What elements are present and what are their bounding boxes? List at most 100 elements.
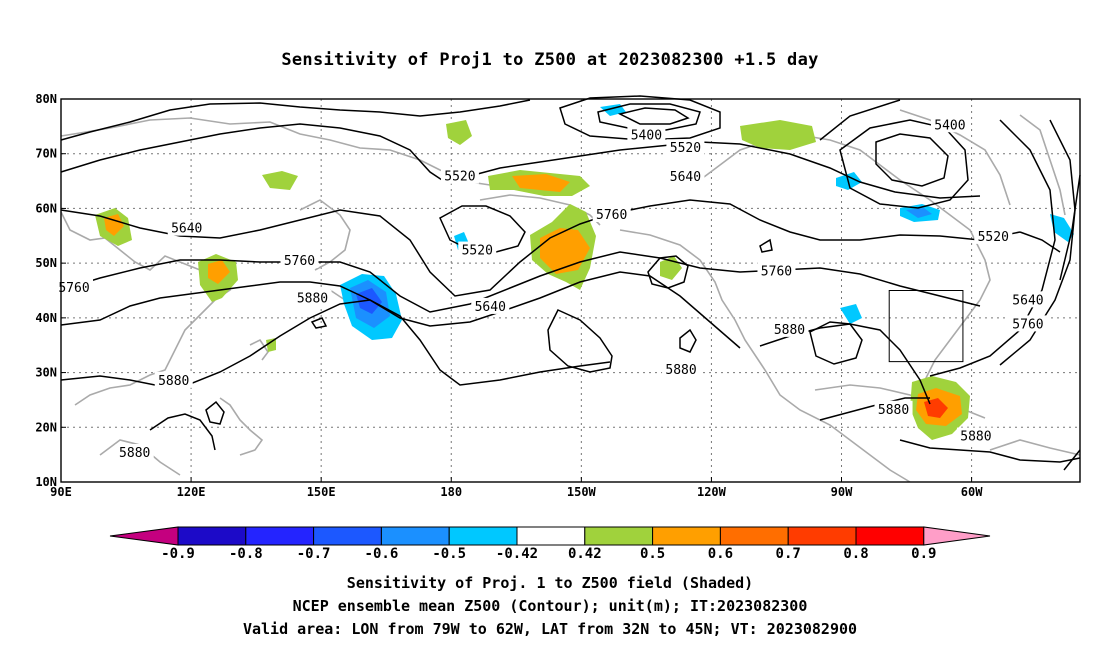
- contour-label: 5400: [934, 118, 965, 133]
- chart-title: Sensitivity of Proj1 to Z500 at 20230823…: [281, 50, 819, 70]
- colorbar-label: -0.42: [496, 546, 538, 562]
- shade-positive-mid: [208, 260, 230, 284]
- colorbar-label: 0.42: [568, 546, 602, 562]
- contour-label-bg: [280, 251, 319, 268]
- colorbar-arrow-high: [923, 526, 991, 546]
- lon-tick-label: 180: [440, 485, 462, 499]
- contour-label: 5880: [960, 430, 991, 445]
- contour-label: 5640: [475, 300, 506, 315]
- contour-label-bg: [55, 278, 94, 295]
- colorbar-cell: [787, 526, 857, 546]
- contour-label-bg: [115, 444, 154, 461]
- colorbar-arrow-low: [109, 526, 179, 546]
- caption-shading: Sensitivity of Proj. 1 to Z500 field (Sh…: [346, 574, 754, 592]
- lon-tick-label: 150E: [307, 485, 336, 499]
- contour-label: 5520: [670, 141, 701, 156]
- colorbar-label: 0.7: [776, 546, 801, 562]
- shade-positive-mid: [104, 214, 124, 236]
- contour-label-bg: [440, 167, 479, 184]
- lon-tick-label: 60W: [961, 485, 983, 499]
- colorbar-cell: [380, 526, 450, 546]
- contour-label: 5880: [665, 363, 696, 378]
- contour-label: 5880: [297, 292, 328, 307]
- lat-tick-label: 60N: [35, 201, 57, 215]
- contour-label-bg: [666, 168, 705, 185]
- contour-label-bg: [662, 360, 701, 377]
- contour-label: 5760: [284, 254, 315, 269]
- lat-tick-label: 50N: [35, 256, 57, 270]
- valid-area-box: [888, 290, 964, 363]
- contour-label: 5760: [58, 281, 89, 296]
- colorbar-cell: [855, 526, 925, 546]
- shade-positive: [266, 338, 276, 352]
- contour-label: 5520: [444, 170, 475, 185]
- contour-label-bg: [167, 219, 206, 236]
- lon-tick-label: 120E: [177, 485, 206, 499]
- shade-negative-mid: [906, 208, 932, 218]
- lat-tick-label: 10N: [35, 475, 57, 489]
- shade-positive: [262, 171, 298, 190]
- contour-label-bg: [627, 126, 666, 143]
- contour-label: 5640: [670, 170, 701, 185]
- contour-label-bg: [666, 139, 705, 156]
- colorbar-label: -0.5: [432, 546, 466, 562]
- colorbar-label: 0.9: [911, 546, 936, 562]
- contour-label: 5520: [978, 230, 1009, 245]
- colorbar-label: 0.5: [640, 546, 665, 562]
- colorbar-label: 0.6: [708, 546, 733, 562]
- colorbar-cell: [313, 526, 382, 546]
- axis-ticks: 90E 120E 150E 180 150W 120W 90W 60W 80N 70N 60N 50N…: [35, 92, 983, 499]
- colorbar-cell: [516, 526, 586, 546]
- lat-tick-label: 70N: [35, 147, 57, 161]
- colorbar-cell: [448, 526, 518, 546]
- lat-tick-label: 30N: [35, 366, 57, 380]
- colorbar-label: 0.8: [843, 546, 868, 562]
- contour-label-bg: [458, 241, 497, 258]
- caption-valid-area: Valid area: LON from 79W to 62W, LAT fro…: [242, 620, 858, 638]
- shade-positive: [446, 120, 472, 145]
- contour-label: 5760: [1012, 317, 1043, 332]
- shade-negative: [1050, 214, 1074, 242]
- contour-label-bg: [974, 227, 1013, 244]
- lat-tick-label: 40N: [35, 311, 57, 325]
- contour-label: 5880: [774, 323, 805, 338]
- contour-label: 5760: [761, 264, 792, 279]
- lon-tick-label: 120W: [697, 485, 727, 499]
- colorbar-cell: [652, 526, 721, 546]
- lon-tick-label: 90E: [50, 485, 72, 499]
- contour-label: 5640: [171, 222, 202, 237]
- contour-label-bg: [956, 427, 995, 444]
- contour-label-bg: [874, 400, 913, 417]
- shade-negative: [840, 304, 862, 324]
- contour-label: 5880: [119, 446, 150, 461]
- lat-tick-label: 20N: [35, 420, 57, 434]
- caption-contour: NCEP ensemble mean Z500 (Contour); unit(…: [292, 597, 808, 615]
- contour-label-bg: [471, 297, 510, 314]
- lat-tick-label: 80N: [35, 92, 57, 106]
- contour-label: 5520: [462, 244, 493, 259]
- shade-positive: [740, 120, 816, 150]
- lon-tick-label: 150W: [567, 485, 597, 499]
- contour-label-bg: [1008, 315, 1047, 332]
- contour-label-bg: [757, 262, 796, 279]
- contour-label: 5880: [158, 374, 189, 389]
- contour-label: 5400: [631, 129, 662, 144]
- contour-label-bg: [154, 371, 193, 388]
- colorbar-label: -0.8: [229, 546, 263, 562]
- colorbar-label: -0.6: [365, 546, 399, 562]
- colorbar-cell: [584, 526, 654, 546]
- contour-label-bg: [592, 205, 631, 222]
- colorbar-cell: [245, 526, 315, 546]
- colorbar-cell: [177, 526, 247, 546]
- colorbar-label: -0.7: [297, 546, 331, 562]
- shade-negative: [836, 172, 862, 190]
- contour-label: 5880: [878, 403, 909, 418]
- contour-labels: 5400 5400 5520 5520 5520 5520 5640 5640 5640 5640…: [55, 116, 1047, 461]
- contour-label-bg: [930, 116, 969, 133]
- contour-label: 5760: [596, 208, 627, 223]
- map-border: [60, 98, 1081, 483]
- colorbar-cell: [719, 526, 789, 546]
- contour-label: 5640: [1012, 293, 1043, 308]
